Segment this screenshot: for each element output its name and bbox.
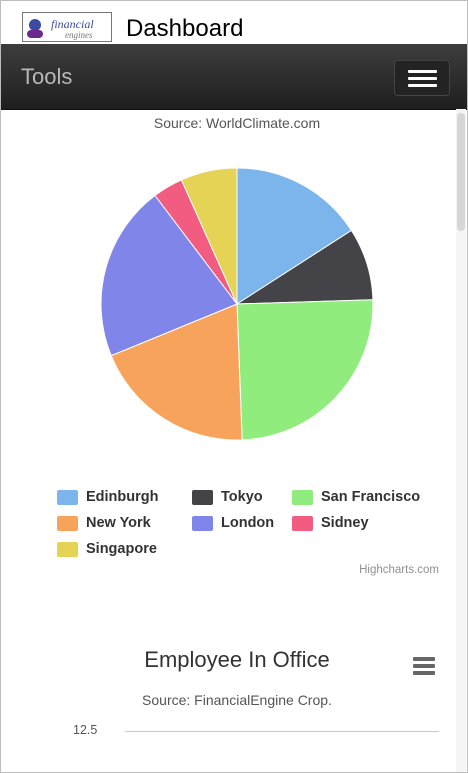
brand-bar: financial engines Dashboard <box>1 1 467 44</box>
hamburger-menu-icon <box>408 70 437 73</box>
hamburger-menu-button[interactable] <box>394 60 450 96</box>
nav-title[interactable]: Tools <box>21 64 73 89</box>
legend-item-san-francisco[interactable]: San Francisco <box>292 488 420 506</box>
svg-text:financial: financial <box>51 17 94 31</box>
navbar: Tools <box>1 44 467 110</box>
legend-item-sidney[interactable]: Sidney <box>292 514 369 532</box>
brand-title: Dashboard <box>126 15 244 42</box>
legend-swatch <box>57 541 78 557</box>
pie-chart-source: Source: WorldClimate.com <box>153 115 321 131</box>
pie-slice-london[interactable] <box>100 194 238 357</box>
legend-swatch <box>192 515 213 531</box>
pie-chart[interactable] <box>1 109 456 479</box>
svg-text:engines: engines <box>65 30 93 40</box>
chart-context-menu-icon[interactable] <box>413 657 435 675</box>
legend-item-singapore[interactable]: Singapore <box>57 540 157 558</box>
legend-swatch <box>57 515 78 531</box>
legend-item-new-york[interactable]: New York <box>57 514 151 532</box>
financial-engines-logo[interactable]: financial engines <box>22 12 112 42</box>
legend-label: New York <box>86 515 151 531</box>
legend-label: Singapore <box>86 541 157 557</box>
pie-slice-san-francisco[interactable] <box>236 299 374 441</box>
legend-label: Tokyo <box>221 489 263 505</box>
legend-label: London <box>221 515 275 531</box>
legend-swatch <box>292 489 313 505</box>
chart-menu-bar <box>413 657 435 661</box>
legend-label: Sidney <box>321 515 369 531</box>
y-axis-tick-label: 12.5 <box>73 723 98 737</box>
logo-graphic: financial engines <box>27 17 94 40</box>
legend-item-london[interactable]: London <box>192 514 274 532</box>
employee-chart-title: Employee In Office <box>144 647 330 672</box>
highcharts-credits-link[interactable]: Highcharts.com <box>359 564 439 576</box>
chart-menu-bar <box>413 664 435 668</box>
legend-swatch <box>192 489 213 505</box>
chart-menu-bar <box>413 671 435 675</box>
pie-slice-new-york[interactable] <box>110 303 243 441</box>
scrollbar-thumb[interactable] <box>457 113 465 231</box>
hamburger-menu-icon <box>408 77 437 80</box>
legend-item-edinburgh[interactable]: Edinburgh <box>57 488 159 506</box>
legend-label: San Francisco <box>321 489 421 505</box>
pie-slice-singapore[interactable] <box>180 167 238 305</box>
scrollbar-track[interactable] <box>456 109 466 772</box>
hamburger-menu-icon <box>408 84 437 87</box>
pie-slice-edinburgh[interactable] <box>236 167 353 305</box>
legend-swatch <box>57 489 78 505</box>
employee-chart-source: Source: FinancialEngine Crop. <box>142 692 332 708</box>
legend-label: Edinburgh <box>86 489 159 505</box>
y-axis-gridline <box>125 731 439 732</box>
legend-swatch <box>292 515 313 531</box>
legend-item-tokyo[interactable]: Tokyo <box>192 488 263 506</box>
